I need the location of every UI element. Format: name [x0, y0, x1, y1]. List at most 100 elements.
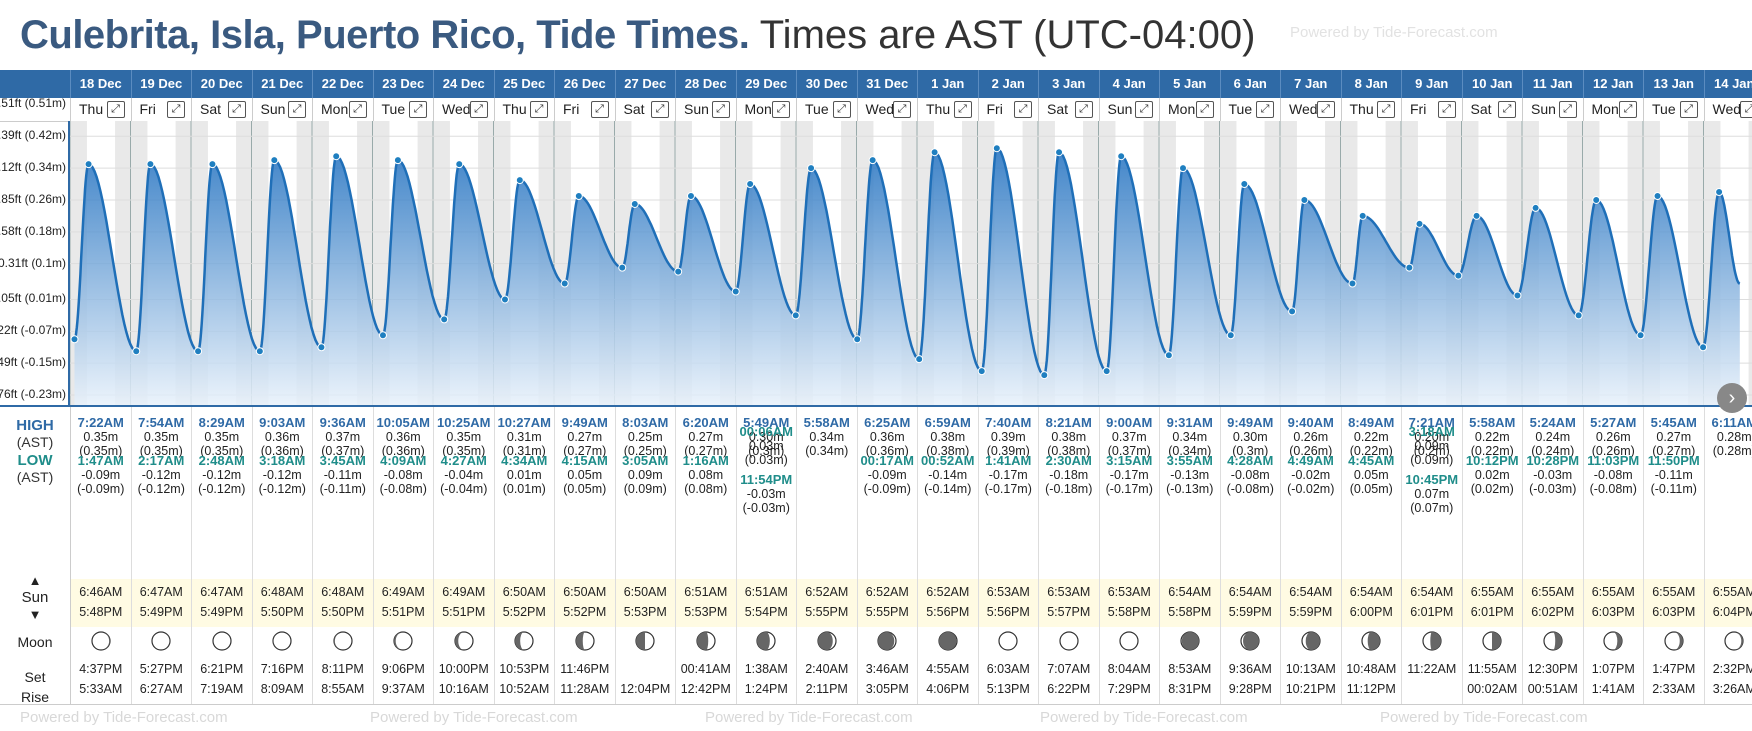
tide-point[interactable] [271, 157, 278, 164]
expand-icon[interactable]: ⤢ [349, 101, 367, 118]
expand-icon[interactable]: ⤢ [833, 101, 851, 118]
tide-point[interactable] [1406, 264, 1413, 271]
tide-point[interactable] [931, 149, 938, 156]
expand-icon[interactable]: ⤢ [470, 101, 488, 118]
expand-icon[interactable]: ⤢ [651, 101, 669, 118]
expand-icon[interactable]: ⤢ [1680, 101, 1698, 118]
tide-point[interactable] [993, 145, 1000, 152]
expand-icon[interactable]: ⤢ [1317, 101, 1335, 118]
low-tide-height: -0.09m [858, 468, 918, 482]
tide-point[interactable] [1637, 332, 1644, 339]
tide-point[interactable] [1349, 280, 1356, 287]
tide-point[interactable] [1103, 368, 1110, 375]
tide-point[interactable] [561, 280, 568, 287]
tide-point[interactable] [1118, 153, 1125, 160]
moonrise-time: 8:31PM [1160, 679, 1220, 699]
tide-point[interactable] [456, 161, 463, 168]
expand-icon[interactable]: ⤢ [530, 101, 548, 118]
expand-icon[interactable]: ⤢ [893, 101, 911, 118]
expand-icon[interactable]: ⤢ [1075, 101, 1093, 118]
next-arrow-button[interactable]: › [1717, 383, 1747, 413]
expand-icon[interactable]: ⤢ [228, 101, 246, 118]
tide-point[interactable] [732, 288, 739, 295]
tide-point[interactable] [441, 316, 448, 323]
title-location: Culebrita, Isla, Puerto Rico, Tide Times… [20, 13, 749, 57]
tide-point[interactable] [1416, 220, 1423, 227]
low-tide-height-paren: (-0.08m) [1221, 482, 1281, 496]
tide-point[interactable] [85, 161, 92, 168]
tide-point[interactable] [575, 192, 582, 199]
tide-point[interactable] [1359, 212, 1366, 219]
tide-point[interactable] [1241, 181, 1248, 188]
tide-point[interactable] [209, 161, 216, 168]
tide-point[interactable] [619, 264, 626, 271]
date-cell: 23 Dec [373, 70, 434, 98]
tide-point[interactable] [1514, 292, 1521, 299]
tide-point[interactable] [675, 268, 682, 275]
expand-icon[interactable]: ⤢ [1256, 101, 1274, 118]
tide-point[interactable] [1056, 149, 1063, 156]
tide-point[interactable] [808, 165, 815, 172]
tide-point[interactable] [256, 348, 263, 355]
expand-icon[interactable]: ⤢ [1438, 101, 1456, 118]
tide-point[interactable] [1654, 192, 1661, 199]
tide-point[interactable] [1180, 165, 1187, 172]
expand-icon[interactable]: ⤢ [409, 101, 427, 118]
tide-point[interactable] [1165, 352, 1172, 359]
high-tide-height: 0.39m [979, 430, 1039, 444]
tide-point[interactable] [1593, 196, 1600, 203]
expand-icon[interactable]: ⤢ [1014, 101, 1032, 118]
tide-point[interactable] [747, 181, 754, 188]
tide-point[interactable] [631, 200, 638, 207]
tide-point[interactable] [1532, 204, 1539, 211]
tide-point[interactable] [71, 336, 78, 343]
tide-point[interactable] [1227, 332, 1234, 339]
tide-point[interactable] [1700, 344, 1707, 351]
expand-icon[interactable]: ⤢ [772, 101, 790, 118]
expand-icon[interactable]: ⤢ [1619, 101, 1637, 118]
tide-point[interactable] [379, 332, 386, 339]
tide-point[interactable] [1041, 372, 1048, 379]
tide-point[interactable] [1716, 189, 1723, 196]
sunrise-time: 6:55AM [1584, 582, 1644, 602]
expand-icon[interactable]: ⤢ [167, 101, 185, 118]
expand-icon[interactable]: ⤢ [591, 101, 609, 118]
expand-icon[interactable]: ⤢ [107, 101, 125, 118]
low-tide-time: 00:06AM [737, 425, 797, 439]
tide-point[interactable] [133, 348, 140, 355]
tide-point[interactable] [1289, 308, 1296, 315]
expand-icon[interactable]: ⤢ [288, 101, 306, 118]
expand-icon[interactable]: ⤢ [712, 101, 730, 118]
tide-point[interactable] [1301, 196, 1308, 203]
tide-point[interactable] [394, 157, 401, 164]
tide-point[interactable] [333, 153, 340, 160]
tide-point[interactable] [147, 161, 154, 168]
expand-icon[interactable]: ⤢ [1740, 101, 1752, 118]
sunset-time: 5:48PM [71, 602, 131, 622]
tide-point[interactable] [869, 157, 876, 164]
tide-point[interactable] [792, 312, 799, 319]
weekday-label: Thu [926, 101, 950, 117]
tide-point[interactable] [318, 344, 325, 351]
tide-point[interactable] [916, 356, 923, 363]
tide-point[interactable] [1455, 272, 1462, 279]
title-timezone: Times are AST (UTC-04:00) [760, 13, 1256, 57]
expand-icon[interactable]: ⤢ [1377, 101, 1395, 118]
tide-point[interactable] [501, 296, 508, 303]
tide-point[interactable] [854, 336, 861, 343]
expand-icon[interactable]: ⤢ [1498, 101, 1516, 118]
tide-point[interactable] [516, 177, 523, 184]
tide-point[interactable] [978, 368, 985, 375]
expand-icon[interactable]: ⤢ [1559, 101, 1577, 118]
expand-icon[interactable]: ⤢ [1135, 101, 1153, 118]
weekday-cell: Sun⤢ [1099, 98, 1160, 121]
tide-point[interactable] [195, 348, 202, 355]
expand-icon[interactable]: ⤢ [954, 101, 972, 118]
expand-icon[interactable]: ⤢ [1196, 101, 1214, 118]
tide-point[interactable] [687, 192, 694, 199]
tide-point[interactable] [1575, 312, 1582, 319]
tide-point[interactable] [1473, 212, 1480, 219]
